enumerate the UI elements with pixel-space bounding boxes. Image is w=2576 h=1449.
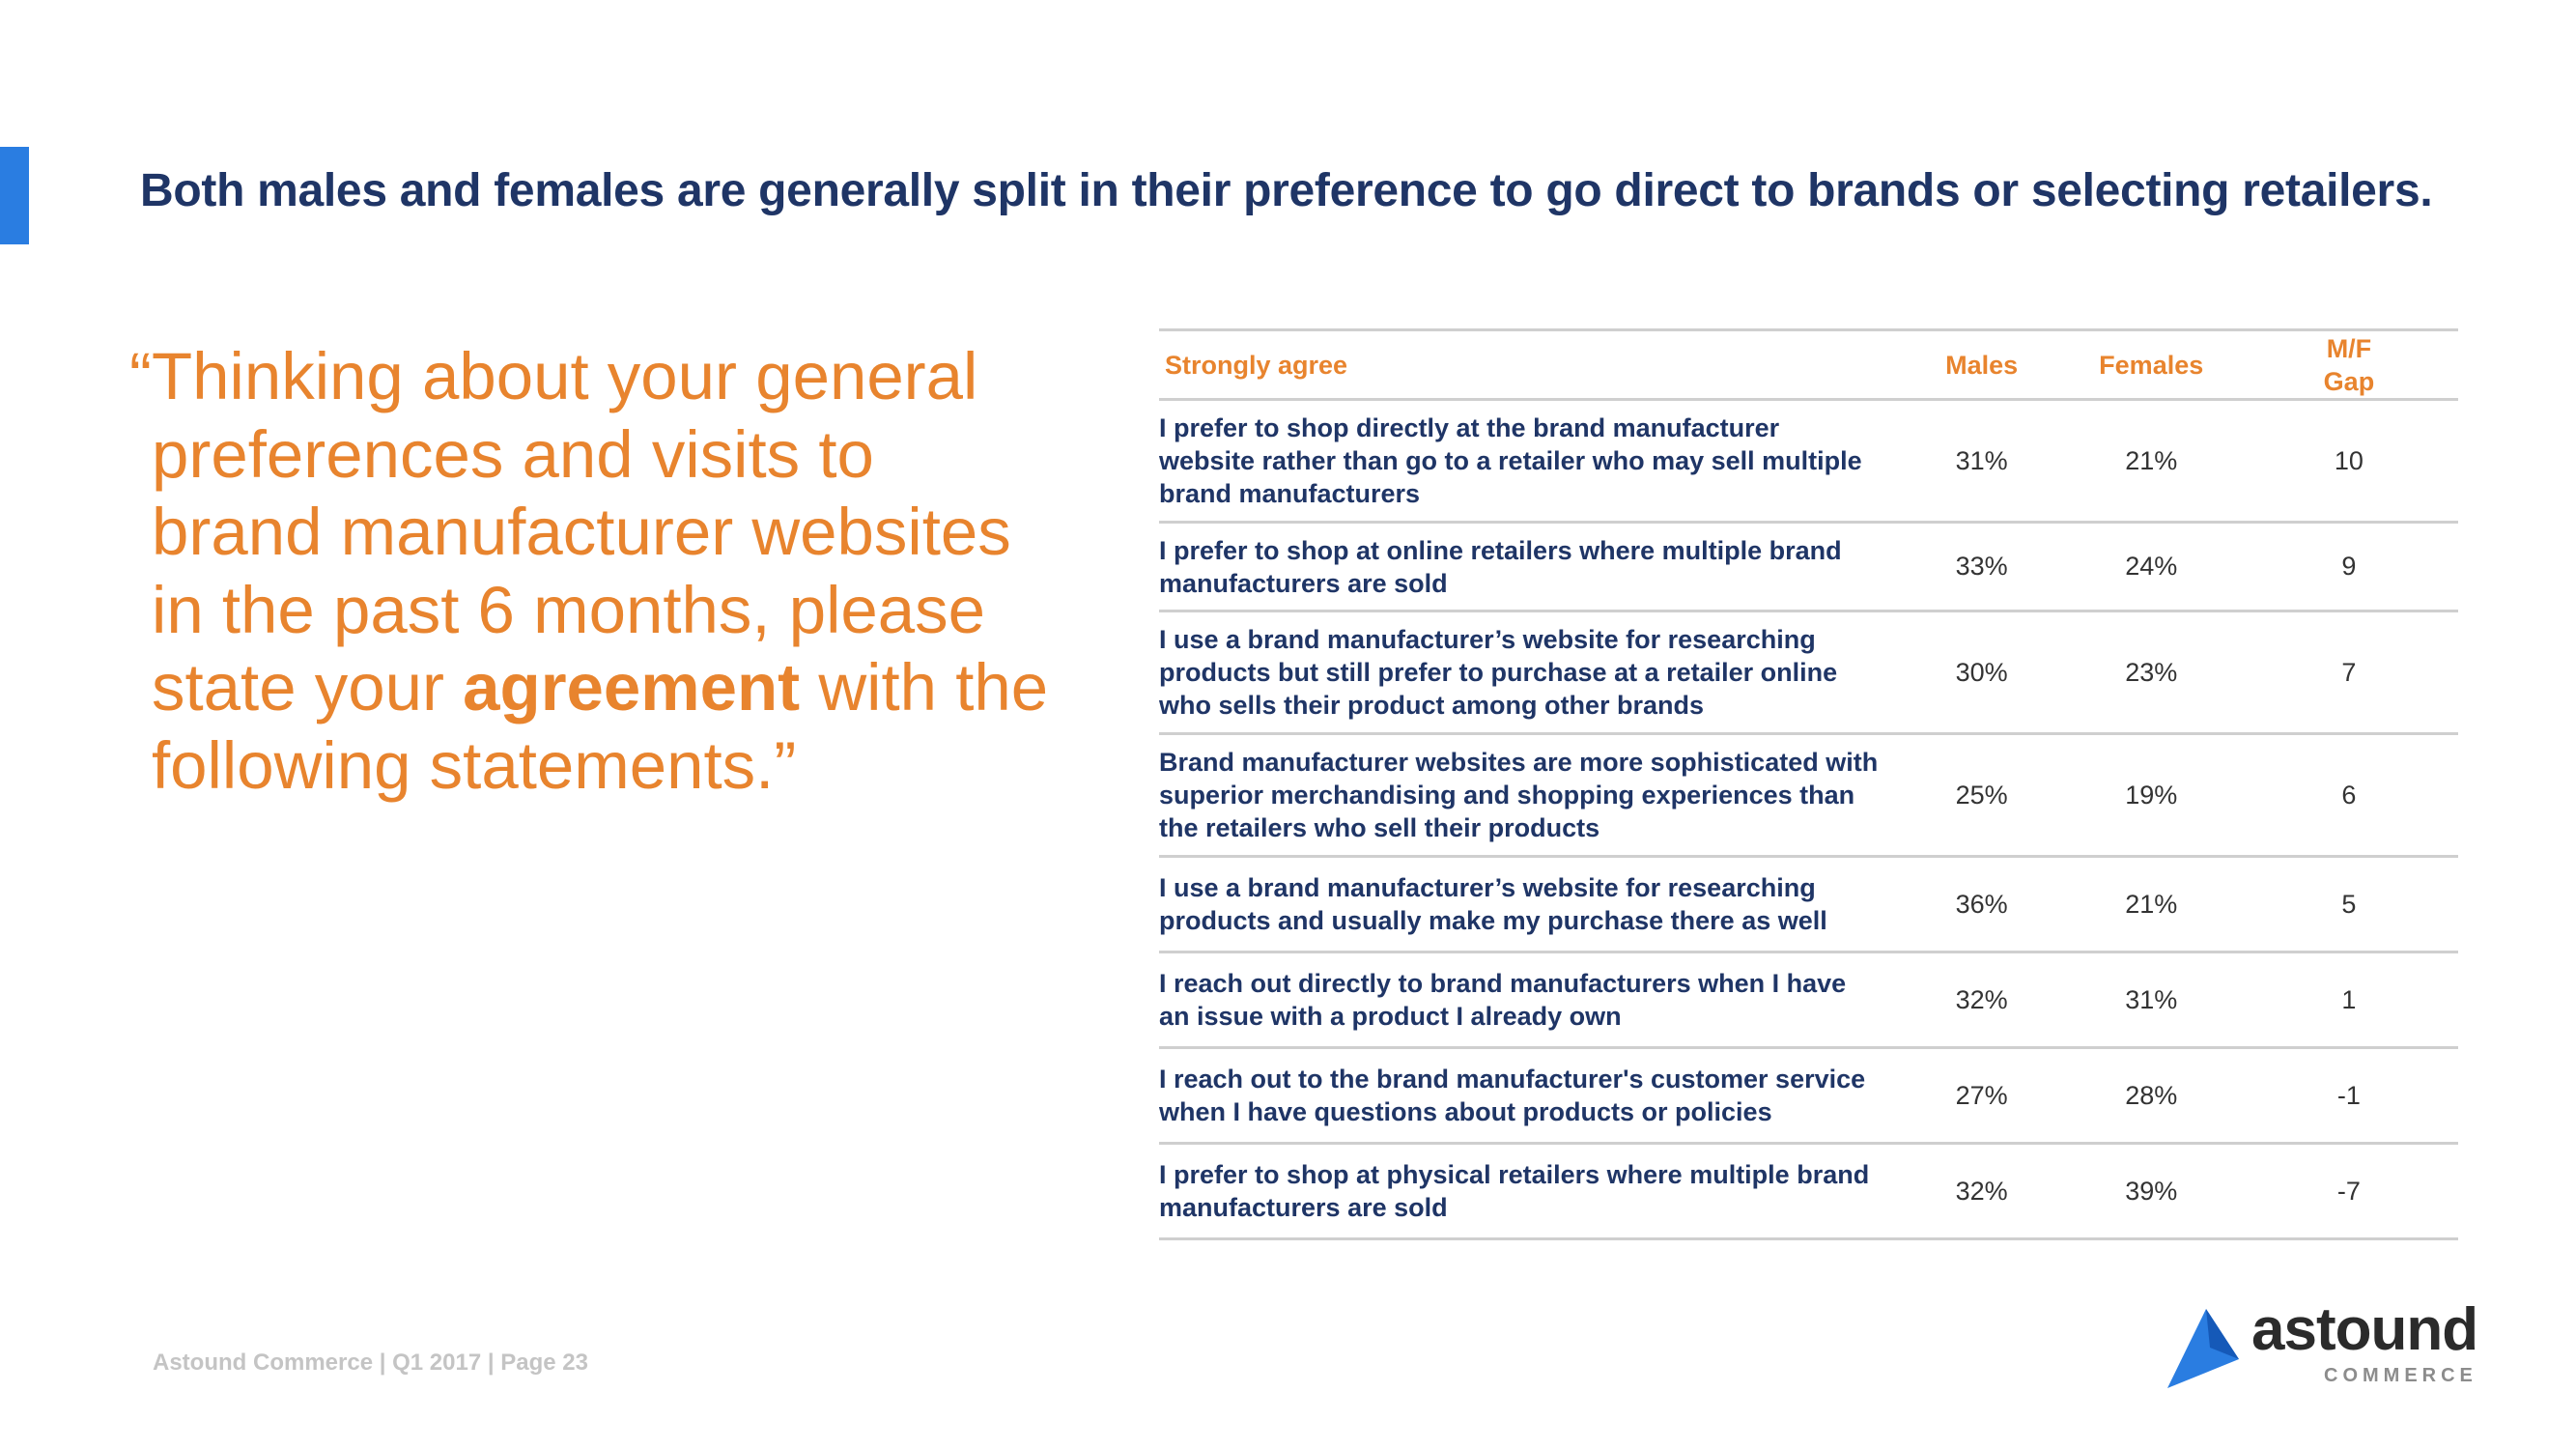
gap-cell: 1 xyxy=(2239,952,2458,1049)
header-statement: Strongly agree xyxy=(1159,328,1901,401)
logo-subtext: COMMERCE xyxy=(2324,1365,2477,1386)
females-cell: 23% xyxy=(2062,611,2240,735)
gap-cell: -1 xyxy=(2239,1047,2458,1145)
males-cell: 32% xyxy=(1900,952,2063,1049)
header-gap-line1: M/F xyxy=(2326,333,2372,363)
astound-triangle-icon xyxy=(2167,1309,2239,1388)
males-cell: 31% xyxy=(1900,399,2063,524)
statement-cell: I prefer to shop at online retailers whe… xyxy=(1159,522,1901,612)
agreement-table: Strongly agree Males Females M/F Gap I pr… xyxy=(1159,328,2458,1240)
males-cell: 33% xyxy=(1900,522,2063,612)
table-row: I reach out directly to brand manufactur… xyxy=(1159,952,2458,1049)
statement-cell: I reach out to the brand manufacturer's … xyxy=(1159,1047,1901,1145)
header-males: Males xyxy=(1900,328,2063,401)
males-cell: 32% xyxy=(1900,1143,2063,1240)
survey-question-quote: “Thinking about your general preferences… xyxy=(129,338,1050,805)
males-cell: 25% xyxy=(1900,733,2063,858)
gap-cell: 6 xyxy=(2239,733,2458,858)
table-header-row: Strongly agree Males Females M/F Gap xyxy=(1159,328,2458,401)
females-cell: 31% xyxy=(2062,952,2240,1049)
males-cell: 30% xyxy=(1900,611,2063,735)
logo-wordmark: astound xyxy=(2251,1296,2478,1363)
gap-cell: 5 xyxy=(2239,856,2458,953)
header-gap: M/F Gap xyxy=(2239,328,2458,401)
table-row: I prefer to shop at physical retailers w… xyxy=(1159,1143,2458,1240)
quote-text-end: with the following statements.” xyxy=(152,650,1049,803)
table-row: I use a brand manufacturer’s website for… xyxy=(1159,856,2458,953)
gap-cell: 10 xyxy=(2239,399,2458,524)
table-row: I prefer to shop at online retailers whe… xyxy=(1159,522,2458,612)
header-females: Females xyxy=(2062,328,2240,401)
males-cell: 36% xyxy=(1900,856,2063,953)
males-cell: 27% xyxy=(1900,1047,2063,1145)
females-cell: 39% xyxy=(2062,1143,2240,1240)
statement-cell: Brand manufacturer websites are more sop… xyxy=(1159,733,1901,858)
astound-logo: astound COMMERCE xyxy=(2167,1296,2478,1398)
statement-cell: I prefer to shop at physical retailers w… xyxy=(1159,1143,1901,1240)
page-title: Both males and females are generally spl… xyxy=(140,165,2433,216)
table-row: I prefer to shop directly at the brand m… xyxy=(1159,399,2458,524)
gap-cell: 9 xyxy=(2239,522,2458,612)
females-cell: 19% xyxy=(2062,733,2240,858)
quote-text-start: “Thinking about your general preferences… xyxy=(129,339,1011,724)
statement-cell: I prefer to shop directly at the brand m… xyxy=(1159,399,1901,524)
females-cell: 24% xyxy=(2062,522,2240,612)
table-row: I reach out to the brand manufacturer's … xyxy=(1159,1047,2458,1145)
females-cell: 21% xyxy=(2062,399,2240,524)
accent-bar xyxy=(0,147,29,244)
females-cell: 21% xyxy=(2062,856,2240,953)
header-gap-line2: Gap xyxy=(2323,366,2375,396)
gap-cell: 7 xyxy=(2239,611,2458,735)
table-row: I use a brand manufacturer’s website for… xyxy=(1159,611,2458,735)
statement-cell: I reach out directly to brand manufactur… xyxy=(1159,952,1901,1049)
statement-cell: I use a brand manufacturer’s website for… xyxy=(1159,611,1901,735)
page-footer: Astound Commerce | Q1 2017 | Page 23 xyxy=(153,1350,588,1376)
gap-cell: -7 xyxy=(2239,1143,2458,1240)
statement-cell: I use a brand manufacturer’s website for… xyxy=(1159,856,1901,953)
quote-emphasis: agreement xyxy=(463,650,801,724)
table-row: Brand manufacturer websites are more sop… xyxy=(1159,733,2458,858)
females-cell: 28% xyxy=(2062,1047,2240,1145)
